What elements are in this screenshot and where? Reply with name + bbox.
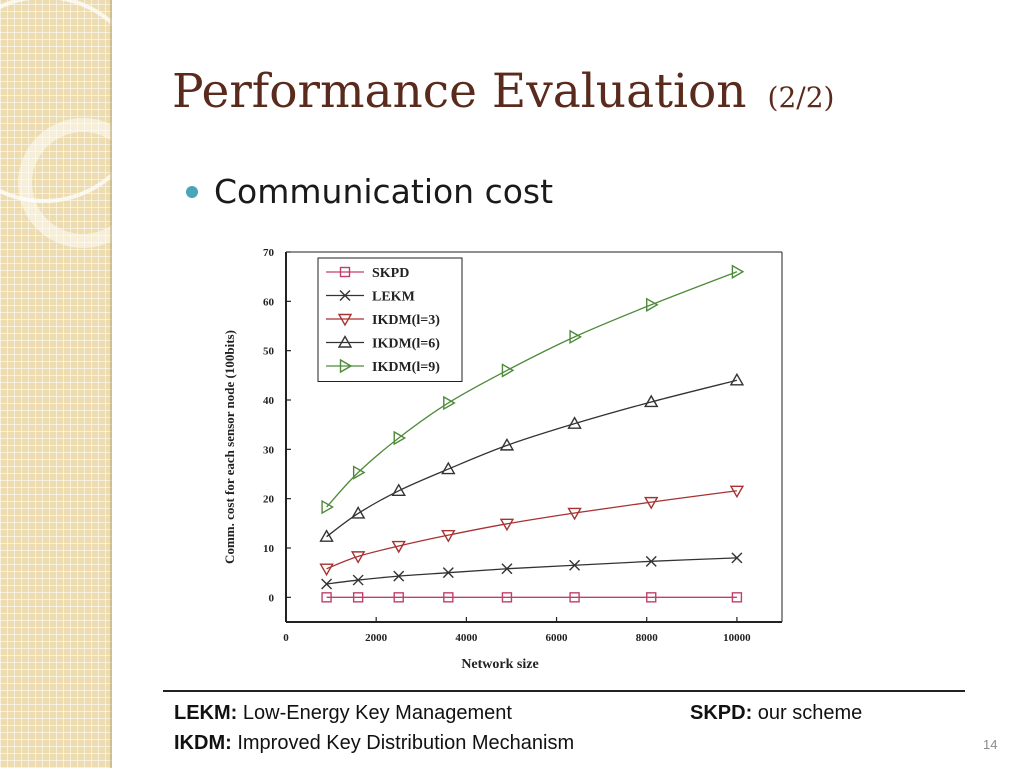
series-line bbox=[326, 379, 738, 538]
data-point bbox=[393, 570, 405, 582]
x-axis-label: Network size bbox=[461, 657, 538, 672]
y-tick-label: 0 bbox=[269, 592, 275, 604]
x-tick-label: 2000 bbox=[365, 632, 388, 644]
data-point bbox=[569, 592, 580, 603]
series-line bbox=[326, 490, 737, 570]
x-tick-label: 4000 bbox=[455, 632, 478, 644]
page-number: 14 bbox=[983, 737, 998, 752]
data-point bbox=[352, 592, 364, 603]
communication-cost-chart: 0 10 20 30 40 50 60 70 0 2000 4000 6000 8000 10000 Net… bbox=[222, 247, 783, 672]
y-tick-label: 30 bbox=[263, 444, 275, 456]
y-tick-label: 40 bbox=[263, 395, 275, 407]
footnote-desc-ikdm: Improved Key Distribution Mechanism bbox=[237, 732, 575, 754]
data-point bbox=[391, 483, 406, 496]
decorative-sidebar bbox=[0, 0, 112, 768]
footnote-ikdm: IKDM: Improved Key Distribution Mechanis… bbox=[174, 732, 574, 755]
x-tick-label: 8000 bbox=[636, 632, 659, 644]
legend-marker bbox=[337, 335, 353, 348]
y-tick-label: 70 bbox=[263, 247, 275, 259]
data-point bbox=[321, 578, 333, 590]
data-point bbox=[501, 563, 513, 575]
footnote-divider bbox=[163, 690, 965, 692]
data-point bbox=[393, 592, 404, 603]
footnote-lekm: LEKM: Low-Energy Key Management bbox=[174, 702, 512, 725]
footnote-term-lekm: LEKM: bbox=[174, 702, 238, 724]
footnote-term-ikdm: IKDM: bbox=[174, 732, 232, 754]
data-point bbox=[731, 264, 745, 279]
y-tick-label: 50 bbox=[263, 346, 275, 358]
data-point bbox=[729, 372, 745, 386]
data-point bbox=[443, 395, 456, 411]
x-tick-label: 6000 bbox=[546, 632, 569, 644]
data-point bbox=[646, 592, 657, 603]
data-point bbox=[393, 430, 407, 446]
legend-label: IKDM(l=9) bbox=[372, 360, 440, 375]
footnote-desc-lekm: Low-Energy Key Management bbox=[242, 702, 512, 724]
y-tick-label: 20 bbox=[263, 494, 275, 506]
data-point bbox=[567, 507, 582, 521]
legend-label: LEKM bbox=[372, 290, 415, 305]
data-point bbox=[442, 567, 454, 579]
legend-marker bbox=[339, 266, 351, 278]
legend-marker bbox=[339, 358, 353, 374]
data-point bbox=[321, 592, 332, 603]
data-point bbox=[352, 465, 366, 480]
data-point bbox=[441, 529, 456, 543]
data-point bbox=[499, 518, 515, 532]
data-point bbox=[443, 592, 454, 603]
series-line bbox=[326, 557, 737, 585]
y-tick-label: 60 bbox=[263, 296, 275, 308]
y-tick-label: 10 bbox=[263, 543, 275, 555]
data-point bbox=[350, 506, 366, 519]
legend-label: IKDM(l=6) bbox=[372, 337, 440, 352]
data-point bbox=[646, 297, 659, 312]
bullet-icon bbox=[186, 185, 198, 198]
bullet-item: Communication cost bbox=[186, 172, 553, 211]
data-point bbox=[644, 496, 659, 510]
data-point bbox=[350, 551, 366, 564]
data-point bbox=[644, 394, 659, 408]
data-point bbox=[319, 529, 334, 542]
legend-marker bbox=[339, 290, 351, 301]
slide-title-text: Performance Evaluation bbox=[172, 64, 747, 119]
x-tick-label: 0 bbox=[283, 632, 289, 644]
data-point bbox=[569, 329, 582, 345]
data-point bbox=[499, 437, 515, 451]
y-axis-label: Comm. cost for each sensor node (100bits… bbox=[222, 330, 237, 564]
data-point bbox=[731, 592, 743, 603]
bullet-text: Communication cost bbox=[214, 172, 554, 211]
data-point bbox=[569, 559, 581, 571]
slide-title: Performance Evaluation (2/2) bbox=[172, 64, 834, 119]
footnote-skpd: SKPD: our scheme bbox=[690, 702, 862, 725]
data-point bbox=[501, 363, 515, 378]
data-point bbox=[352, 574, 364, 586]
data-point bbox=[731, 552, 743, 564]
legend-label: SKPD bbox=[372, 266, 409, 281]
x-tick-label: 10000 bbox=[723, 632, 751, 644]
footnote-term-skpd: SKPD: bbox=[690, 702, 753, 724]
data-point bbox=[645, 555, 657, 567]
data-point bbox=[321, 499, 334, 515]
data-point bbox=[501, 592, 513, 603]
data-point bbox=[441, 461, 456, 475]
data-point bbox=[391, 540, 406, 554]
data-point bbox=[729, 485, 745, 499]
sidebar-edge bbox=[110, 0, 112, 768]
data-point bbox=[319, 563, 334, 577]
slide-title-suffix: (2/2) bbox=[767, 81, 835, 114]
footnote-desc-skpd: our scheme bbox=[757, 702, 863, 724]
data-point bbox=[567, 416, 582, 429]
legend-label: IKDM(l=3) bbox=[372, 313, 440, 328]
legend-marker bbox=[337, 313, 353, 327]
series-line bbox=[326, 271, 738, 508]
